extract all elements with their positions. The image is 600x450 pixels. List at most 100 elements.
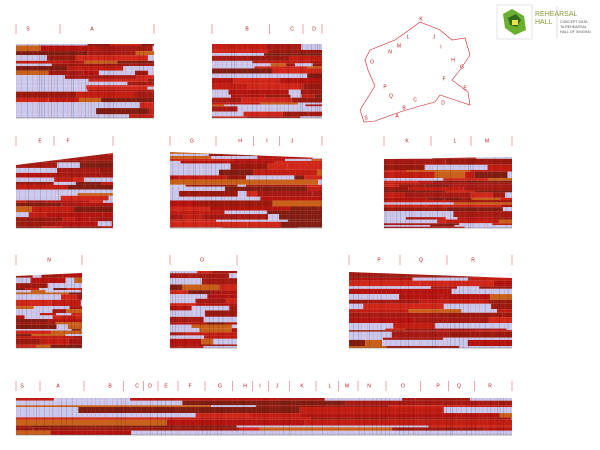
facade-band <box>25 114 72 118</box>
facade-band <box>229 273 237 279</box>
facade-band <box>185 184 238 187</box>
facade-band <box>16 292 52 295</box>
facade-band <box>170 206 210 211</box>
facade-band <box>237 184 246 187</box>
facade-band <box>384 217 407 220</box>
facade-band <box>130 398 278 401</box>
facade-band <box>487 164 512 170</box>
facade-band <box>76 189 113 194</box>
facade-band <box>267 73 308 79</box>
facade-band <box>16 430 51 435</box>
facade-band <box>65 277 75 284</box>
facade-band <box>16 200 26 203</box>
facade-band <box>67 153 91 155</box>
facade-band <box>32 427 240 431</box>
facade-band <box>384 182 420 185</box>
facade-band <box>230 94 265 98</box>
facade-band <box>507 171 512 179</box>
facade-band <box>71 313 82 316</box>
facade-band <box>224 210 242 215</box>
facade-band <box>166 419 305 426</box>
facade-band <box>471 197 501 200</box>
elevation-label: G <box>190 138 194 144</box>
facade-band <box>142 89 154 92</box>
facade-band <box>349 309 409 313</box>
facade-band <box>208 153 238 156</box>
facade-band <box>236 425 410 428</box>
facade-band <box>222 227 298 228</box>
facade-band <box>75 181 102 185</box>
elevation-label: M <box>345 383 349 389</box>
facade-band <box>289 106 322 112</box>
facade-band <box>212 116 248 118</box>
facade-band <box>147 86 154 90</box>
facade-band <box>472 323 512 329</box>
facade-band <box>241 97 292 103</box>
facade-band <box>421 157 433 159</box>
facade-band <box>57 221 98 227</box>
facade-band <box>16 177 55 182</box>
facade-band <box>299 407 444 414</box>
facade-band <box>207 294 217 299</box>
facade-band <box>16 55 47 61</box>
facade-band <box>97 221 112 227</box>
facade-band <box>16 294 50 300</box>
facade-band <box>51 63 86 67</box>
facade-band <box>349 323 364 329</box>
facade-band <box>245 184 307 187</box>
facade-band <box>412 277 469 281</box>
facade-band <box>86 85 154 87</box>
facade-band <box>204 335 237 339</box>
elevation-panel <box>16 273 82 348</box>
facade-band <box>179 345 204 348</box>
elevation-panel <box>170 152 322 228</box>
facade-band <box>101 97 154 103</box>
facade-band <box>16 398 54 401</box>
facade-band <box>502 312 512 318</box>
facade-band <box>16 81 86 86</box>
facade-band <box>153 114 154 118</box>
facade-band <box>445 190 475 193</box>
facade-band <box>299 413 443 418</box>
facade-band <box>241 179 319 185</box>
facade-band <box>170 324 192 329</box>
facade-band <box>212 68 273 74</box>
facade-band <box>16 162 58 168</box>
facade-band <box>16 153 55 155</box>
elevation-label: B <box>108 383 112 389</box>
plan-label: M <box>397 43 401 49</box>
facade-band <box>216 219 274 222</box>
logo-caption: CONCEPT DATA <box>560 20 588 24</box>
facade-band <box>60 195 109 201</box>
facade-band <box>16 309 53 314</box>
facade-band <box>170 310 205 317</box>
facade-band <box>67 66 124 71</box>
facade-band <box>209 206 291 211</box>
elevation-panel <box>16 44 154 118</box>
facade-band <box>16 321 56 325</box>
facade-band <box>282 111 309 117</box>
facade-band <box>277 398 325 401</box>
facade-band <box>117 60 154 64</box>
facade-band <box>170 152 202 154</box>
facade-band <box>385 328 405 331</box>
facade-band <box>349 317 416 324</box>
facade-band <box>16 160 39 163</box>
facade-band <box>66 309 82 314</box>
facade-band <box>488 317 512 324</box>
facade-band <box>500 197 512 200</box>
facade-band <box>102 226 113 228</box>
facade-band <box>384 226 435 228</box>
facade-band <box>221 290 237 295</box>
facade-band <box>87 102 140 109</box>
elevation-label: I <box>266 138 267 144</box>
facade-band <box>349 331 392 338</box>
facade-band <box>73 206 113 213</box>
facade-band <box>50 344 74 348</box>
facade-band <box>301 44 322 50</box>
logo-title: HALL <box>535 19 553 26</box>
facade-band <box>51 172 102 178</box>
facade-band <box>266 44 302 50</box>
elevation-label: O <box>401 383 405 389</box>
facade-band <box>46 55 76 61</box>
